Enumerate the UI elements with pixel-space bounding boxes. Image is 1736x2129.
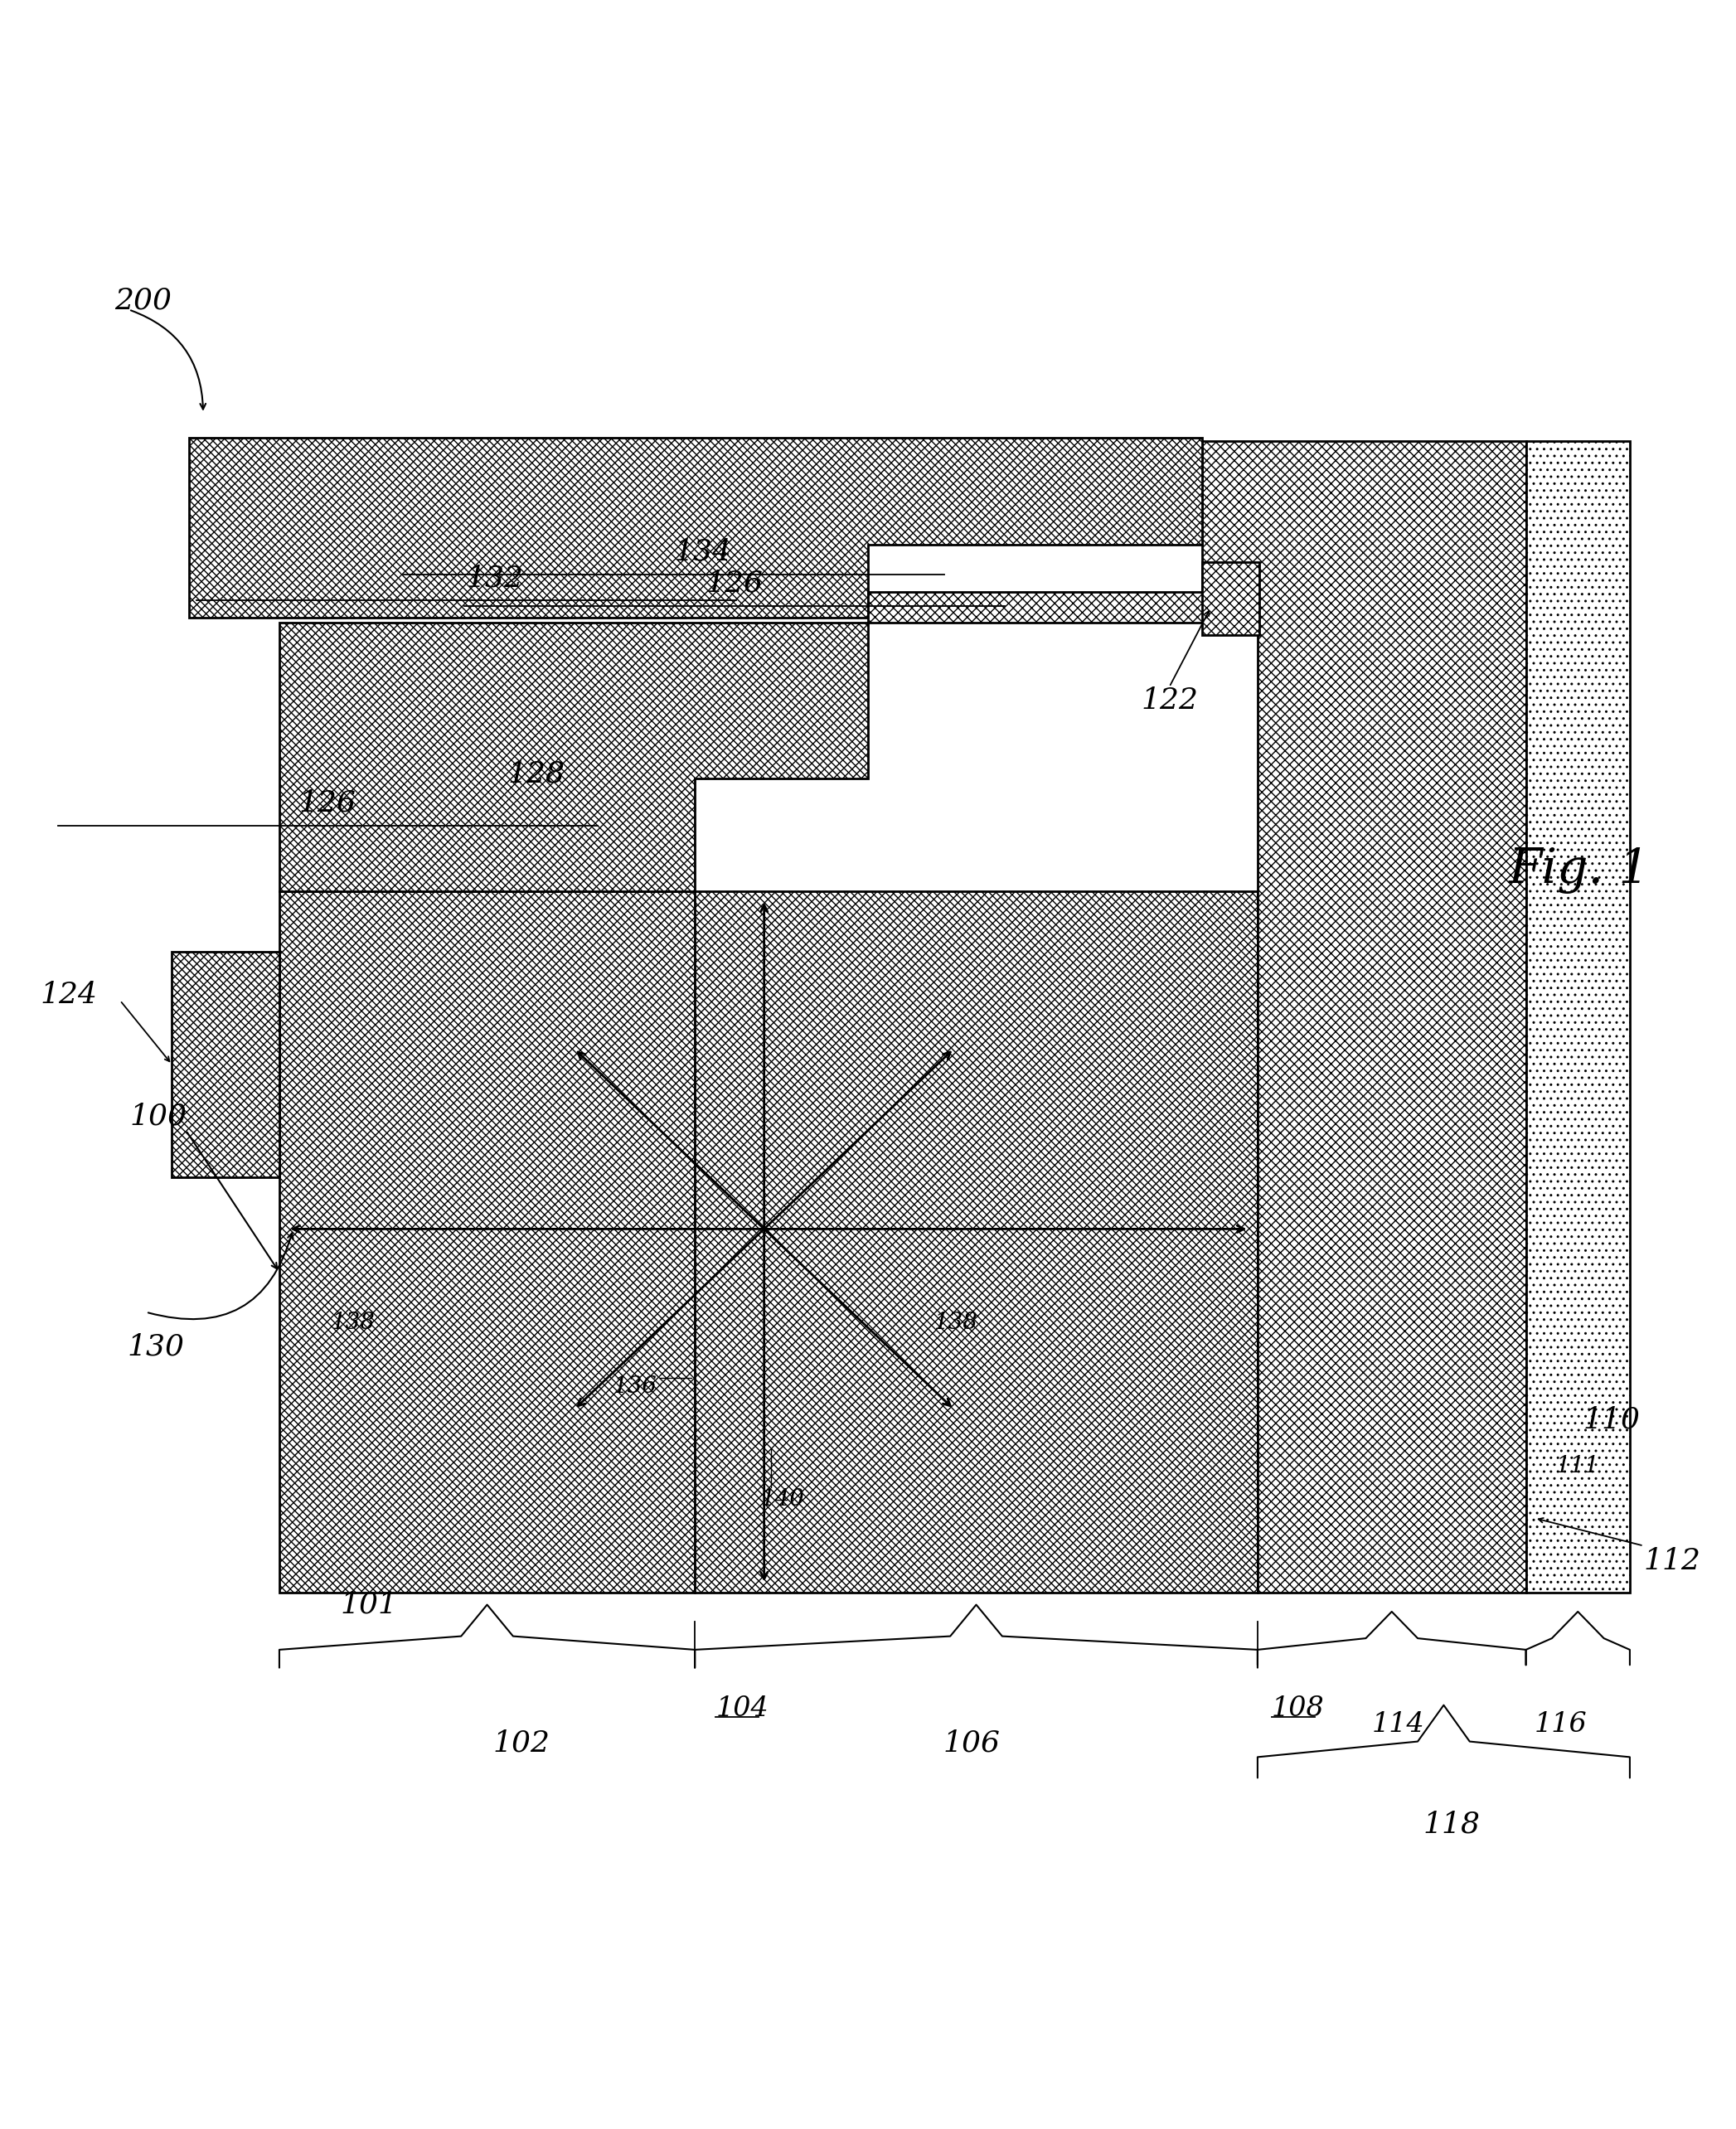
- Bar: [1201, 562, 1259, 634]
- Bar: [868, 592, 1257, 624]
- Text: 111: 111: [1555, 1454, 1599, 1478]
- Text: 132: 132: [467, 564, 524, 592]
- Text: 114: 114: [1371, 1712, 1424, 1737]
- Text: 136: 136: [613, 1375, 656, 1399]
- Text: 118: 118: [1424, 1810, 1481, 1839]
- Text: 108: 108: [1271, 1695, 1325, 1722]
- Text: 138: 138: [934, 1311, 977, 1333]
- Text: 116: 116: [1535, 1712, 1587, 1737]
- Polygon shape: [279, 892, 1257, 1592]
- Text: 100: 100: [130, 1103, 187, 1130]
- Polygon shape: [279, 624, 868, 892]
- Text: 102: 102: [493, 1729, 550, 1756]
- Text: 138: 138: [332, 1311, 375, 1333]
- Bar: [1526, 441, 1630, 1592]
- Text: 128: 128: [509, 760, 566, 788]
- Text: 122: 122: [1142, 688, 1200, 715]
- Polygon shape: [172, 952, 279, 1177]
- Text: 140: 140: [760, 1488, 804, 1509]
- Text: 200: 200: [115, 287, 172, 315]
- Text: 124: 124: [40, 981, 97, 1009]
- Text: 101: 101: [340, 1590, 398, 1618]
- Text: 104: 104: [715, 1695, 769, 1722]
- Text: 126: 126: [707, 568, 764, 598]
- Text: 112: 112: [1644, 1548, 1701, 1575]
- Text: 134: 134: [674, 539, 731, 566]
- Text: 126: 126: [299, 790, 356, 818]
- Text: 130: 130: [127, 1333, 184, 1360]
- Text: 110: 110: [1583, 1405, 1641, 1433]
- Text: Fig. 1: Fig. 1: [1509, 847, 1651, 894]
- Polygon shape: [1201, 441, 1526, 1592]
- Polygon shape: [189, 439, 1201, 617]
- Text: 106: 106: [943, 1729, 1000, 1756]
